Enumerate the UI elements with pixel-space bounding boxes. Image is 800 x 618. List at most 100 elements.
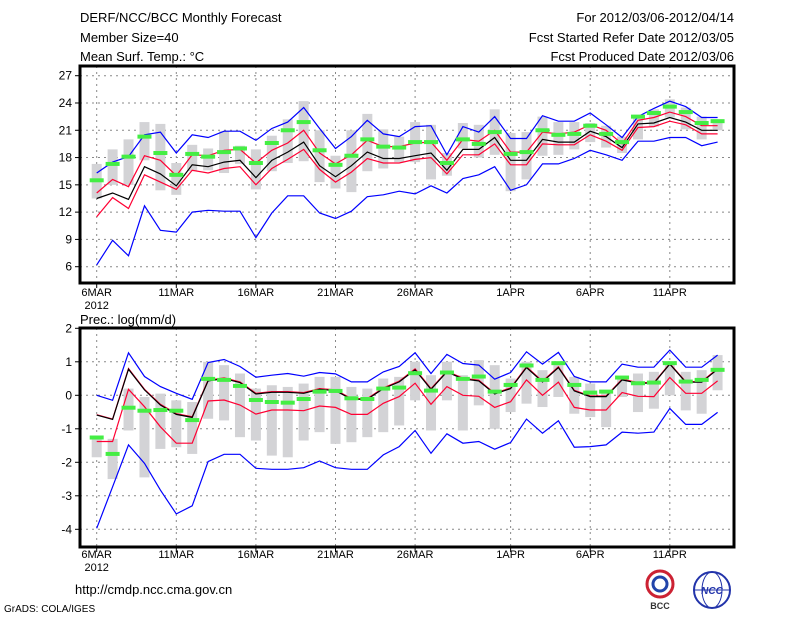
observed-marker	[296, 120, 311, 125]
observed-marker	[599, 131, 614, 136]
observed-marker	[121, 405, 136, 410]
range-bar	[585, 383, 596, 418]
range-bar	[457, 375, 468, 431]
range-bar	[505, 378, 516, 413]
observed-marker	[264, 141, 279, 146]
observed-marker	[201, 154, 216, 159]
observed-marker	[121, 154, 136, 159]
range-bar	[696, 370, 707, 414]
range-bar	[378, 129, 389, 169]
observed-marker	[455, 376, 470, 381]
x-tick-label: 6MAR	[81, 287, 112, 299]
observed-marker	[471, 141, 486, 146]
observed-marker	[153, 151, 168, 156]
observed-marker	[280, 128, 295, 133]
range-bar	[617, 136, 628, 154]
observed-marker	[678, 110, 693, 115]
range-bar	[632, 373, 643, 413]
observed-marker	[217, 377, 232, 382]
range-bar	[203, 361, 214, 419]
observed-marker	[344, 396, 359, 401]
observed-marker	[630, 381, 645, 386]
range-bar	[314, 376, 325, 433]
range-bar	[457, 122, 468, 149]
observed-marker	[201, 376, 216, 381]
range-bar	[298, 383, 309, 441]
ncc-logo-text: NCC	[701, 586, 723, 597]
range-bar	[648, 371, 659, 409]
grads-credit: GrADS: COLA/IGES	[4, 604, 96, 615]
y-tick-label: 1	[65, 355, 72, 369]
observed-marker	[424, 140, 439, 145]
variable-label: Mean Surf. Temp.: °C	[80, 49, 205, 64]
observed-marker	[439, 370, 454, 375]
x-tick-label: 6APR	[576, 549, 605, 561]
observed-marker	[710, 367, 725, 372]
range-bar	[426, 375, 437, 431]
observed-marker	[360, 137, 375, 142]
series-ensemble-mean	[96, 116, 718, 201]
observed-marker	[519, 150, 534, 155]
range-bar	[282, 119, 293, 164]
range-bar	[712, 119, 723, 131]
x-tick-label: 16MAR	[238, 549, 275, 561]
y-tick-label: 27	[59, 69, 73, 83]
x-tick-label: 21MAR	[317, 287, 354, 299]
range-bar	[537, 116, 548, 156]
range-bar	[107, 438, 118, 480]
source-url[interactable]: http://cmdp.ncc.cma.gov.cn	[75, 582, 233, 597]
range-bar	[553, 363, 564, 397]
range-bar	[617, 376, 628, 397]
observed-marker	[264, 400, 279, 404]
range-bar	[139, 122, 150, 161]
observed-marker	[89, 178, 104, 183]
x-tick-label: 1APR	[496, 287, 525, 299]
range-bar	[410, 361, 421, 401]
observed-marker	[232, 146, 247, 151]
observed-marker	[503, 382, 518, 387]
observed-marker	[519, 363, 534, 368]
range-bar	[330, 376, 341, 444]
observed-marker	[599, 389, 614, 394]
observed-marker	[567, 131, 582, 136]
range-bar	[155, 393, 166, 449]
series-lower-envelope	[96, 136, 718, 266]
y-tick-label: 6	[65, 260, 72, 274]
temperature-panel: 6 9 12 15 18 21 24 27 6MAR 11MAR 16MAR 21MAR 26MAR 1A…	[59, 64, 736, 312]
range-bar	[537, 370, 548, 408]
x-tick-label: 6APR	[576, 287, 605, 299]
x-tick-label: 6MAR	[81, 549, 112, 561]
observed-marker	[583, 123, 598, 128]
observed-marker	[662, 104, 677, 109]
range-bar	[346, 130, 357, 193]
y-tick-label: 18	[59, 151, 73, 165]
y-tick-label: 12	[59, 205, 73, 219]
plot-frame	[78, 326, 736, 549]
forecast-start-date: Fcst Started Refer Date 2012/03/05	[528, 30, 734, 45]
range-bar	[680, 107, 691, 130]
observed-marker	[615, 375, 630, 380]
y-tick-label: -2	[61, 455, 72, 469]
y-tick-label: -3	[61, 489, 72, 503]
observed-marker	[376, 386, 391, 391]
x-year-label: 2012	[84, 562, 108, 574]
range-bar	[426, 124, 437, 180]
range-bar	[219, 365, 230, 421]
observed-marker	[710, 119, 725, 124]
observed-marker	[153, 408, 168, 413]
observed-marker	[535, 128, 550, 133]
observed-marker	[694, 120, 709, 125]
chart-title: DERF/NCC/BCC Monthly Forecast	[80, 10, 282, 25]
series-lower-envelope	[96, 407, 718, 529]
x-tick-label: 21MAR	[317, 549, 354, 561]
y-tick-label: 0	[65, 388, 72, 402]
observed-marker	[232, 383, 247, 388]
bcc-logo: BCC	[645, 569, 675, 611]
plot-frame	[78, 64, 736, 285]
observed-marker	[567, 382, 582, 387]
series-upper-spread	[96, 111, 718, 194]
observed-marker	[583, 390, 598, 395]
observed-marker	[439, 161, 454, 166]
member-size: Member Size=40	[80, 30, 179, 45]
observed-marker	[296, 396, 311, 401]
